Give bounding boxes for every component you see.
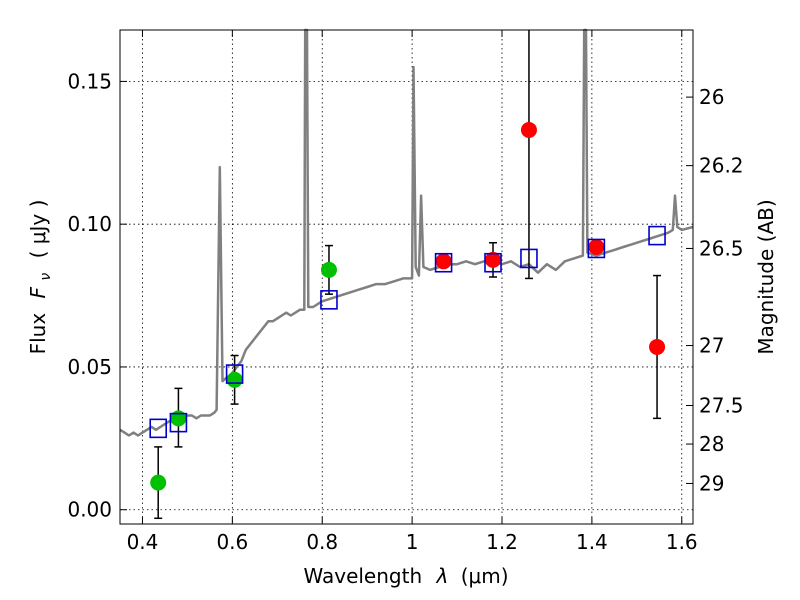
green-data-point [150,474,167,491]
y2-tick-label: 27 [699,334,724,358]
y-tick-label: 0.10 [67,212,112,236]
y2-tick-label: 29 [699,471,724,495]
x-tick-label: 1.2 [486,530,518,554]
red-data-point [485,251,502,268]
model-square-marker [169,412,188,433]
y2-axis-label: Magnitude (AB) [754,199,778,354]
red-data-point [435,253,452,270]
x-tick-label: 0.4 [127,530,159,554]
model-square-marker [648,225,666,246]
plot-background [120,30,693,524]
y-axis-label: Flux F ν ( μJy ) [26,200,55,355]
marker-layer [149,121,666,491]
y-axis-label-unit: ( μJy ) [26,200,50,259]
red-data-point [520,121,537,138]
x-tick-label: 1.6 [666,530,698,554]
y-axis-label-subscript: ν [38,273,54,281]
x-tick-label: 0.8 [306,530,338,554]
y2-tick-label: 26.5 [699,236,744,260]
model-square-marker [225,364,244,384]
x-tick-label: 0.6 [216,530,248,554]
spectrum-layer [119,28,694,437]
red-data-point [588,239,605,256]
model-square-marker [484,252,502,273]
y2-tick-label: 28 [699,432,724,456]
x-axis-label-unit: (μm) [461,564,509,588]
y2-tick-label: 26 [699,85,724,109]
x-tick-label: 1 [406,530,419,554]
x-axis-label: Wavelength λ (μm) [303,564,508,588]
model-square-marker [149,418,167,439]
spectrum-line [119,28,694,437]
y-tick-label: 0.05 [67,355,112,379]
x-axis-label-main: Wavelength [303,564,422,588]
y-axis-label-main: Flux [26,313,50,355]
x-axis-label-symbol: λ [436,564,449,588]
x-tick-label: 1.4 [576,530,608,554]
model-square-marker [320,290,338,310]
y2-tick-label: 27.5 [699,393,744,417]
y-axis-label-symbol: F [26,286,50,298]
y2-tick-label: 26.2 [699,154,744,178]
red-data-point [649,338,666,355]
y-tick-label: 0.00 [67,498,112,522]
model-square-marker [520,248,538,269]
axis-ticks: 0.4 0.6 0.8 1 1.2 1.4 1.6 0.00 0.05 0.10 0.15 26 26.… [67,30,744,554]
green-data-point [320,261,337,278]
plot-frame [119,29,694,525]
model-square-marker [587,238,606,259]
green-data-point [226,371,243,388]
model-square-marker [434,252,453,273]
y-tick-label: 0.15 [67,69,112,93]
